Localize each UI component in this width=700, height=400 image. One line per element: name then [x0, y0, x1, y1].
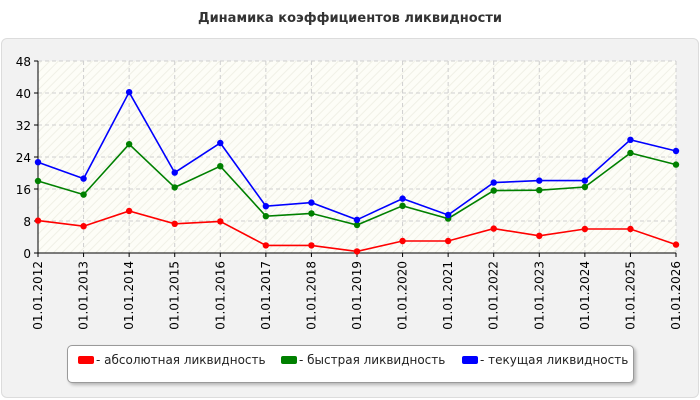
- legend-swatch: [462, 356, 478, 364]
- data-point-series-3: [80, 175, 87, 182]
- data-point-series-2: [217, 163, 224, 170]
- x-tick-label: 01.01.2014: [122, 261, 136, 330]
- data-point-series-3: [262, 203, 270, 210]
- data-point-series-3: [490, 179, 497, 186]
- data-point-series-1: [171, 220, 178, 227]
- x-tick-label: 01.01.2020: [396, 261, 410, 330]
- data-point-series-2: [536, 187, 543, 194]
- data-point-series-2: [262, 213, 270, 220]
- x-tick-label: 01.01.2023: [532, 261, 546, 330]
- y-tick-label: 32: [16, 119, 31, 133]
- x-tick-label: 01.01.2025: [623, 261, 637, 330]
- x-tick-label: 01.01.2012: [31, 261, 45, 330]
- data-point-series-1: [490, 225, 497, 232]
- data-point-series-1: [308, 242, 315, 249]
- data-point-series-3: [353, 216, 361, 223]
- data-point-series-3: [171, 169, 178, 176]
- data-point-series-3: [399, 195, 406, 202]
- chart-legend: - абсолютная ликвидность - быстрая ликвид…: [67, 345, 634, 383]
- y-tick-label: 48: [16, 55, 31, 69]
- data-point-series-1: [581, 225, 589, 233]
- legend-label: - быстрая ликвидность: [299, 353, 446, 367]
- data-point-series-2: [34, 177, 42, 185]
- x-tick-label: 01.01.2022: [487, 261, 501, 330]
- data-point-series-3: [125, 89, 133, 96]
- x-tick-label: 01.01.2026: [669, 261, 683, 330]
- data-point-series-2: [581, 183, 589, 191]
- data-point-series-3: [581, 177, 589, 184]
- legend-swatch: [281, 356, 297, 364]
- data-point-series-3: [536, 177, 543, 184]
- data-point-series-1: [399, 237, 406, 245]
- x-tick-label: 01.01.2016: [213, 261, 227, 330]
- data-point-series-3: [308, 199, 315, 206]
- data-point-series-1: [125, 207, 133, 215]
- x-tick-label: 01.01.2024: [578, 261, 592, 330]
- y-tick-label: 16: [16, 183, 31, 197]
- data-point-series-1: [353, 248, 361, 255]
- x-tick-label: 01.01.2015: [168, 261, 182, 330]
- data-point-series-3: [672, 147, 680, 155]
- data-point-series-2: [627, 149, 634, 157]
- data-point-series-1: [262, 242, 270, 249]
- data-point-series-1: [444, 237, 452, 245]
- x-tick-label: 01.01.2019: [350, 261, 364, 330]
- data-point-series-2: [399, 202, 406, 209]
- data-point-series-2: [125, 141, 133, 148]
- y-tick-label: 40: [16, 87, 31, 101]
- x-tick-label: 01.01.2017: [259, 261, 273, 330]
- chart-title: Динамика коэффициентов ликвидности: [198, 11, 502, 26]
- data-point-series-1: [536, 232, 543, 239]
- legend-label: - текущая ликвидность: [480, 353, 629, 367]
- data-point-series-1: [672, 241, 680, 248]
- data-point-series-2: [353, 221, 361, 229]
- data-point-series-1: [34, 217, 42, 224]
- y-tick-label: 8: [23, 215, 31, 229]
- data-point-series-2: [672, 161, 680, 168]
- y-tick-label: 0: [23, 247, 31, 261]
- x-tick-label: 01.01.2013: [77, 261, 91, 330]
- data-point-series-1: [217, 218, 224, 225]
- data-point-series-2: [308, 210, 315, 217]
- data-point-series-3: [34, 159, 42, 166]
- y-tick-label: 24: [16, 151, 31, 165]
- legend-label: - абсолютная ликвидность: [96, 353, 266, 367]
- data-point-series-3: [627, 136, 634, 143]
- legend-swatch: [78, 356, 94, 364]
- x-tick-label: 01.01.2021: [441, 261, 455, 330]
- data-point-series-3: [217, 139, 224, 147]
- x-tick-label: 01.01.2018: [304, 261, 318, 330]
- data-point-series-1: [80, 223, 87, 230]
- data-point-series-2: [171, 184, 178, 191]
- data-point-series-2: [80, 191, 87, 198]
- data-point-series-1: [627, 225, 634, 233]
- data-point-series-2: [490, 187, 497, 194]
- data-point-series-3: [444, 211, 452, 219]
